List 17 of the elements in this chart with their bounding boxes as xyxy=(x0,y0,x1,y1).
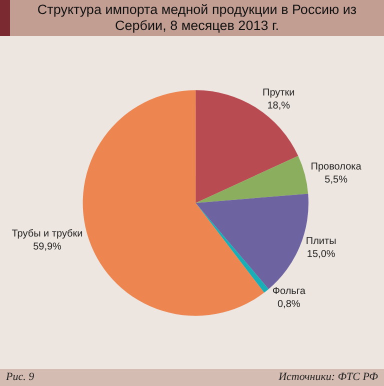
pie-slice xyxy=(196,90,298,203)
data-label: 18,% xyxy=(267,100,290,112)
data-label: 59,9% xyxy=(33,241,62,252)
data-label: 0,8% xyxy=(277,299,300,310)
slice-label: Фольга xyxy=(272,286,306,298)
text: Источники: ФТС РФ xyxy=(278,371,378,383)
slice-label: Прутки xyxy=(262,88,295,98)
data-label: 15,0% xyxy=(306,248,336,260)
slice-label: Трубы и трубки xyxy=(12,228,83,240)
slice-label: Проволока xyxy=(310,162,362,173)
pie-slice xyxy=(196,203,269,293)
slice-label: Плиты xyxy=(306,236,336,247)
chart-title: Структура импорта медной продукции в Россию из Сербии, 8 месяцев 2013 г. xyxy=(36,2,358,34)
pie-slice xyxy=(196,156,308,203)
text: Рис. 9 xyxy=(6,371,34,383)
pie-slice xyxy=(82,90,264,316)
data-label: 5,5% xyxy=(324,174,348,186)
